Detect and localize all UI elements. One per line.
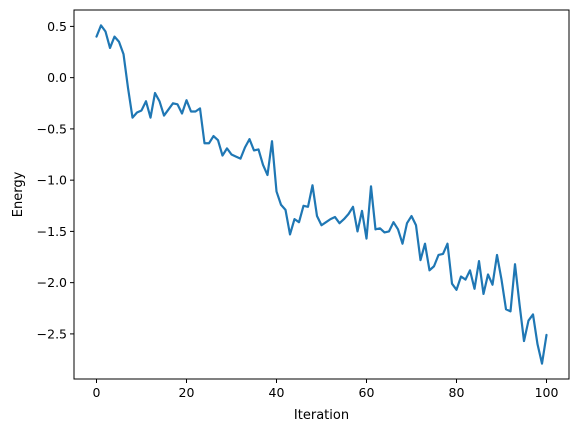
y-tick-label: −1.0 <box>37 173 67 188</box>
y-tick-label: −2.5 <box>37 326 67 341</box>
series-line <box>95 24 548 365</box>
axes-frame <box>73 9 570 380</box>
x-axis: 0 20 40 60 80 100 <box>93 379 559 400</box>
x-tick-label: 80 <box>449 385 465 400</box>
y-tick-label: 0.5 <box>47 19 67 34</box>
y-tick-label: −2.0 <box>37 275 67 290</box>
x-tick-label: 100 <box>535 385 559 400</box>
x-tick-label: 60 <box>359 385 375 400</box>
x-axis-label: Iteration <box>294 408 349 423</box>
x-tick-label: 0 <box>93 385 101 400</box>
x-tick-label: 20 <box>179 385 195 400</box>
y-axis: 0.5 0.0 −0.5 −1.0 −1.5 −2.0 −2.5 <box>37 19 74 341</box>
y-axis-label: Energy <box>11 171 26 217</box>
plot-area <box>95 24 548 365</box>
y-tick-label: −1.5 <box>37 224 67 239</box>
y-tick-label: 0.0 <box>47 70 67 85</box>
y-tick-label: −0.5 <box>37 121 67 136</box>
x-tick-label: 40 <box>269 385 285 400</box>
